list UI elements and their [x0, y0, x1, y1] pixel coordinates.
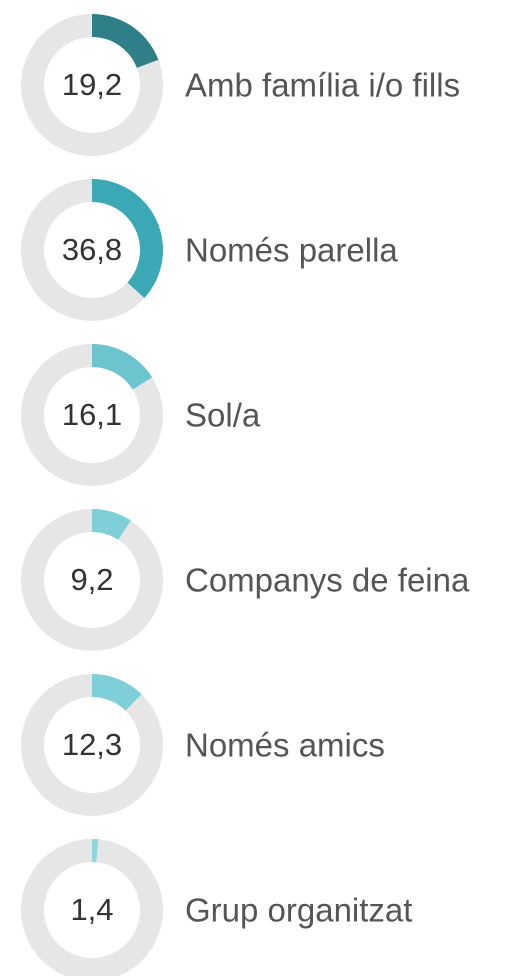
value-label: 16,1 [62, 397, 122, 432]
category-label: Només parella [185, 232, 398, 269]
donut-arc [92, 509, 131, 540]
donut-item: 16,1 Sol/a [21, 344, 261, 486]
category-label: Amb família i/o fills [185, 67, 460, 104]
category-label: Només amics [185, 727, 385, 764]
value-label: 19,2 [62, 67, 122, 102]
donut-item: 1,4 Grup organitzat [21, 839, 412, 976]
donut-arc [92, 674, 142, 711]
value-label: 36,8 [62, 232, 122, 267]
donut-arc [92, 179, 164, 298]
value-label: 9,2 [70, 562, 113, 597]
donut-arc [92, 14, 159, 68]
value-label: 12,3 [62, 727, 122, 762]
category-label: Companys de feina [185, 562, 470, 599]
donut-item: 9,2 Companys de feina [21, 509, 470, 651]
donut-arc [92, 344, 153, 390]
donut-item: 19,2 Amb família i/o fills [21, 14, 460, 156]
category-label: Sol/a [185, 397, 261, 434]
value-label: 1,4 [70, 892, 113, 927]
donut-arc [92, 839, 99, 863]
donut-item: 12,3 Només amics [21, 674, 385, 816]
category-label: Grup organitzat [185, 892, 412, 929]
donut-item: 36,8 Només parella [21, 179, 398, 321]
